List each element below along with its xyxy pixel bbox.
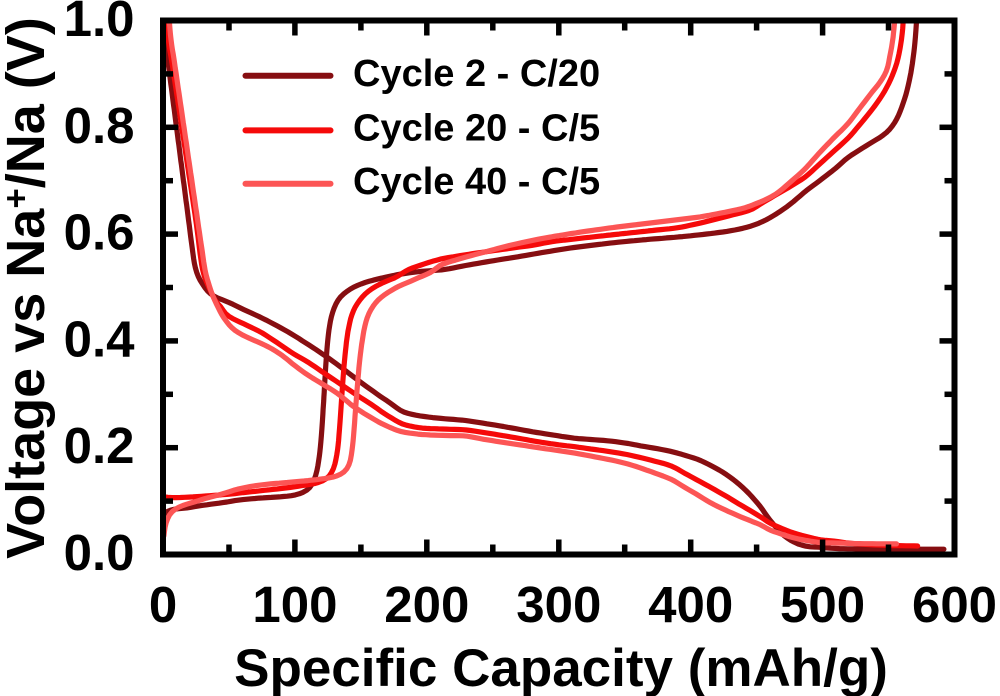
svg-text:600: 600 [912,576,997,633]
svg-text:400: 400 [648,576,733,633]
svg-text:Cycle 20 - C/5: Cycle 20 - C/5 [353,108,600,150]
svg-text:0.8: 0.8 [64,97,135,154]
svg-text:300: 300 [516,576,601,633]
svg-text:100: 100 [252,576,337,633]
svg-text:0.4: 0.4 [64,310,136,367]
svg-text:Cycle 40 - C/5: Cycle 40 - C/5 [353,161,600,203]
svg-text:Cycle 2 - C/20: Cycle 2 - C/20 [353,53,600,95]
svg-text:1.0: 1.0 [64,0,135,47]
svg-text:0.0: 0.0 [64,524,135,581]
svg-text:0.2: 0.2 [64,417,135,474]
svg-text:500: 500 [780,576,865,633]
svg-text:Voltage vs Na+/Na (V): Voltage vs Na+/Na (V) [0,17,56,559]
svg-text:0: 0 [149,576,177,633]
svg-text:200: 200 [384,576,469,633]
svg-text:Specific Capacity (mAh/g): Specific Capacity (mAh/g) [234,639,888,696]
svg-text:0.6: 0.6 [64,204,135,261]
